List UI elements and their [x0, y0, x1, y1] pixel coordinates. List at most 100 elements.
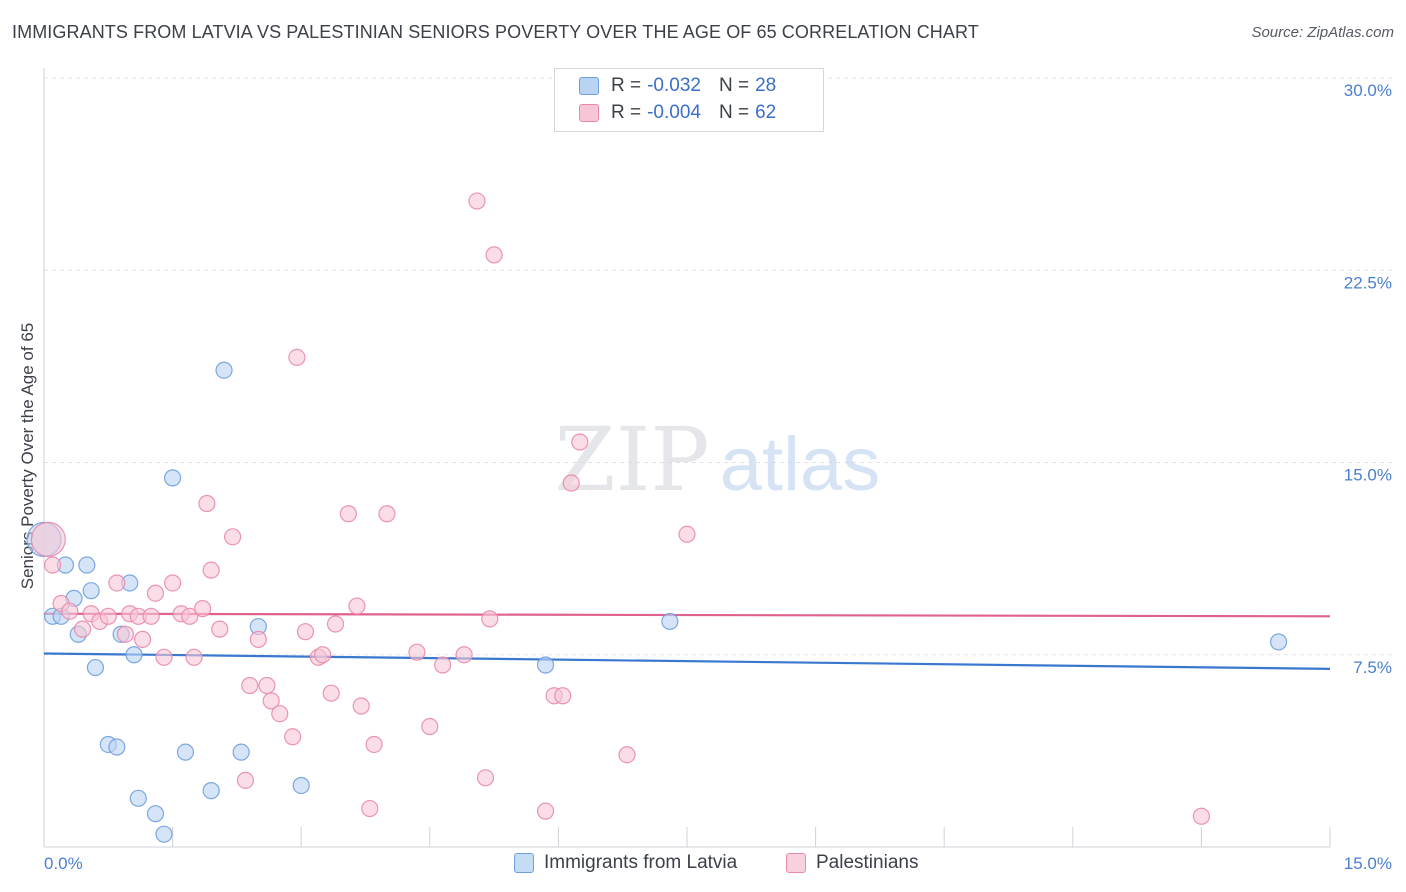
point-latvia: [164, 469, 182, 487]
legend-swatch-latvia: [514, 853, 534, 873]
legend-r-label: R =: [611, 102, 642, 123]
point-palestinians: [185, 648, 203, 666]
watermark-zip: ZIP: [554, 408, 709, 511]
point-palestinians: [181, 607, 199, 625]
legend-row-palestinians: R = -0.004 N = 62: [579, 102, 776, 124]
legend-r-value: -0.032: [647, 75, 701, 96]
point-latvia: [1269, 633, 1288, 651]
legend-item-latvia[interactable]: Immigrants from Latvia: [514, 852, 737, 874]
point-palestinians: [116, 625, 135, 643]
point-palestinians: [476, 769, 495, 787]
x-tick-label: 15.0%: [1344, 854, 1392, 873]
point-palestinians: [271, 705, 289, 723]
legend-row-latvia: R = -0.032 N = 28: [579, 75, 776, 97]
point-latvia: [78, 556, 96, 574]
x-tick-label: 0.0%: [44, 854, 83, 873]
point-latvia: [155, 825, 173, 843]
stats-legend: R = -0.032 N = 28 R = -0.004 N = 62: [554, 68, 824, 132]
point-latvia: [202, 782, 220, 800]
legend-n-value: 28: [755, 75, 777, 96]
point-latvia: [86, 658, 105, 677]
data-points: [26, 192, 1288, 843]
point-palestinians: [408, 643, 426, 661]
point-palestinians: [43, 556, 62, 574]
point-palestinians: [322, 684, 340, 702]
point-palestinians: [348, 597, 366, 615]
point-latvia: [232, 743, 250, 761]
gridlines: [44, 77, 1392, 656]
watermark: ZIP atlas: [554, 408, 880, 511]
point-palestinians: [361, 799, 379, 818]
y-tick-label: 22.5%: [1344, 273, 1392, 292]
point-latvia: [129, 789, 147, 807]
point-palestinians: [99, 607, 117, 625]
point-palestinians: [536, 802, 555, 820]
point-palestinians: [284, 728, 302, 746]
point-palestinians: [365, 735, 383, 754]
point-palestinians: [258, 676, 276, 695]
point-latvia: [215, 361, 233, 379]
point-palestinians: [1192, 807, 1211, 825]
chart-title: IMMIGRANTS FROM LATVIA VS PALESTINIAN SE…: [12, 22, 979, 42]
tick-labels: 7.5% 15.0% 22.5% 30.0% 0.0% 15.0%: [44, 81, 1392, 873]
point-latvia: [146, 805, 165, 823]
y-tick-label: 7.5%: [1353, 658, 1392, 677]
point-palestinians: [434, 656, 452, 674]
point-palestinians: [314, 646, 332, 664]
point-palestinians: [554, 687, 572, 705]
watermark-atlas: atlas: [720, 422, 881, 507]
point-palestinians: [352, 697, 370, 715]
point-palestinians: [468, 192, 486, 210]
legend-swatch-palestinians: [786, 853, 806, 873]
legend-r-value: -0.004: [647, 102, 701, 123]
legend-n-label: N =: [718, 75, 750, 96]
point-palestinians: [562, 474, 580, 492]
point-palestinians: [339, 505, 357, 523]
point-palestinians: [211, 620, 229, 638]
point-palestinians: [194, 600, 212, 618]
point-palestinians: [146, 584, 165, 602]
series-legend: Immigrants from Latvia Palestinians: [0, 852, 1406, 876]
point-palestinians: [485, 246, 503, 264]
legend-n-label: N =: [718, 102, 750, 123]
point-palestinians: [202, 561, 220, 579]
point-latvia: [82, 582, 100, 600]
point-palestinians: [133, 630, 152, 648]
point-latvia: [292, 776, 310, 795]
point-palestinians: [61, 602, 79, 620]
point-palestinians: [288, 348, 306, 367]
trend-line-latvia: [43, 652, 1331, 670]
point-palestinians: [241, 676, 259, 695]
point-palestinians: [236, 771, 255, 789]
source-credit: Source: ZipAtlas.com: [1251, 24, 1394, 41]
trend-lines: [43, 612, 1331, 670]
point-latvia: [661, 612, 679, 631]
point-palestinians: [421, 717, 439, 736]
y-tick-label: 30.0%: [1344, 81, 1392, 100]
point-palestinians: [155, 648, 173, 666]
point-palestinians: [455, 646, 473, 664]
point-palestinians: [249, 630, 267, 648]
point-palestinians: [326, 615, 345, 633]
point-latvia: [108, 738, 126, 756]
point-palestinians: [481, 610, 499, 628]
legend-swatch-latvia: [579, 77, 599, 95]
point-palestinians: [678, 525, 696, 543]
point-latvia: [176, 743, 195, 761]
point-palestinians: [142, 607, 160, 625]
legend-n-value: 62: [755, 102, 777, 123]
point-palestinians: [108, 574, 126, 592]
point-palestinians: [224, 528, 242, 546]
point-palestinians: [73, 620, 92, 638]
legend-r-label: R =: [611, 75, 642, 96]
legend-item-palestinians[interactable]: Palestinians: [786, 852, 918, 874]
axes: [43, 68, 1331, 848]
point-latvia: [536, 656, 555, 674]
point-palestinians: [198, 494, 216, 513]
legend-label-latvia: Immigrants from Latvia: [544, 852, 738, 873]
point-palestinians: [30, 521, 66, 558]
legend-swatch-palestinians: [579, 104, 599, 122]
point-palestinians: [296, 623, 315, 641]
point-palestinians: [262, 692, 280, 710]
point-palestinians: [164, 574, 182, 592]
